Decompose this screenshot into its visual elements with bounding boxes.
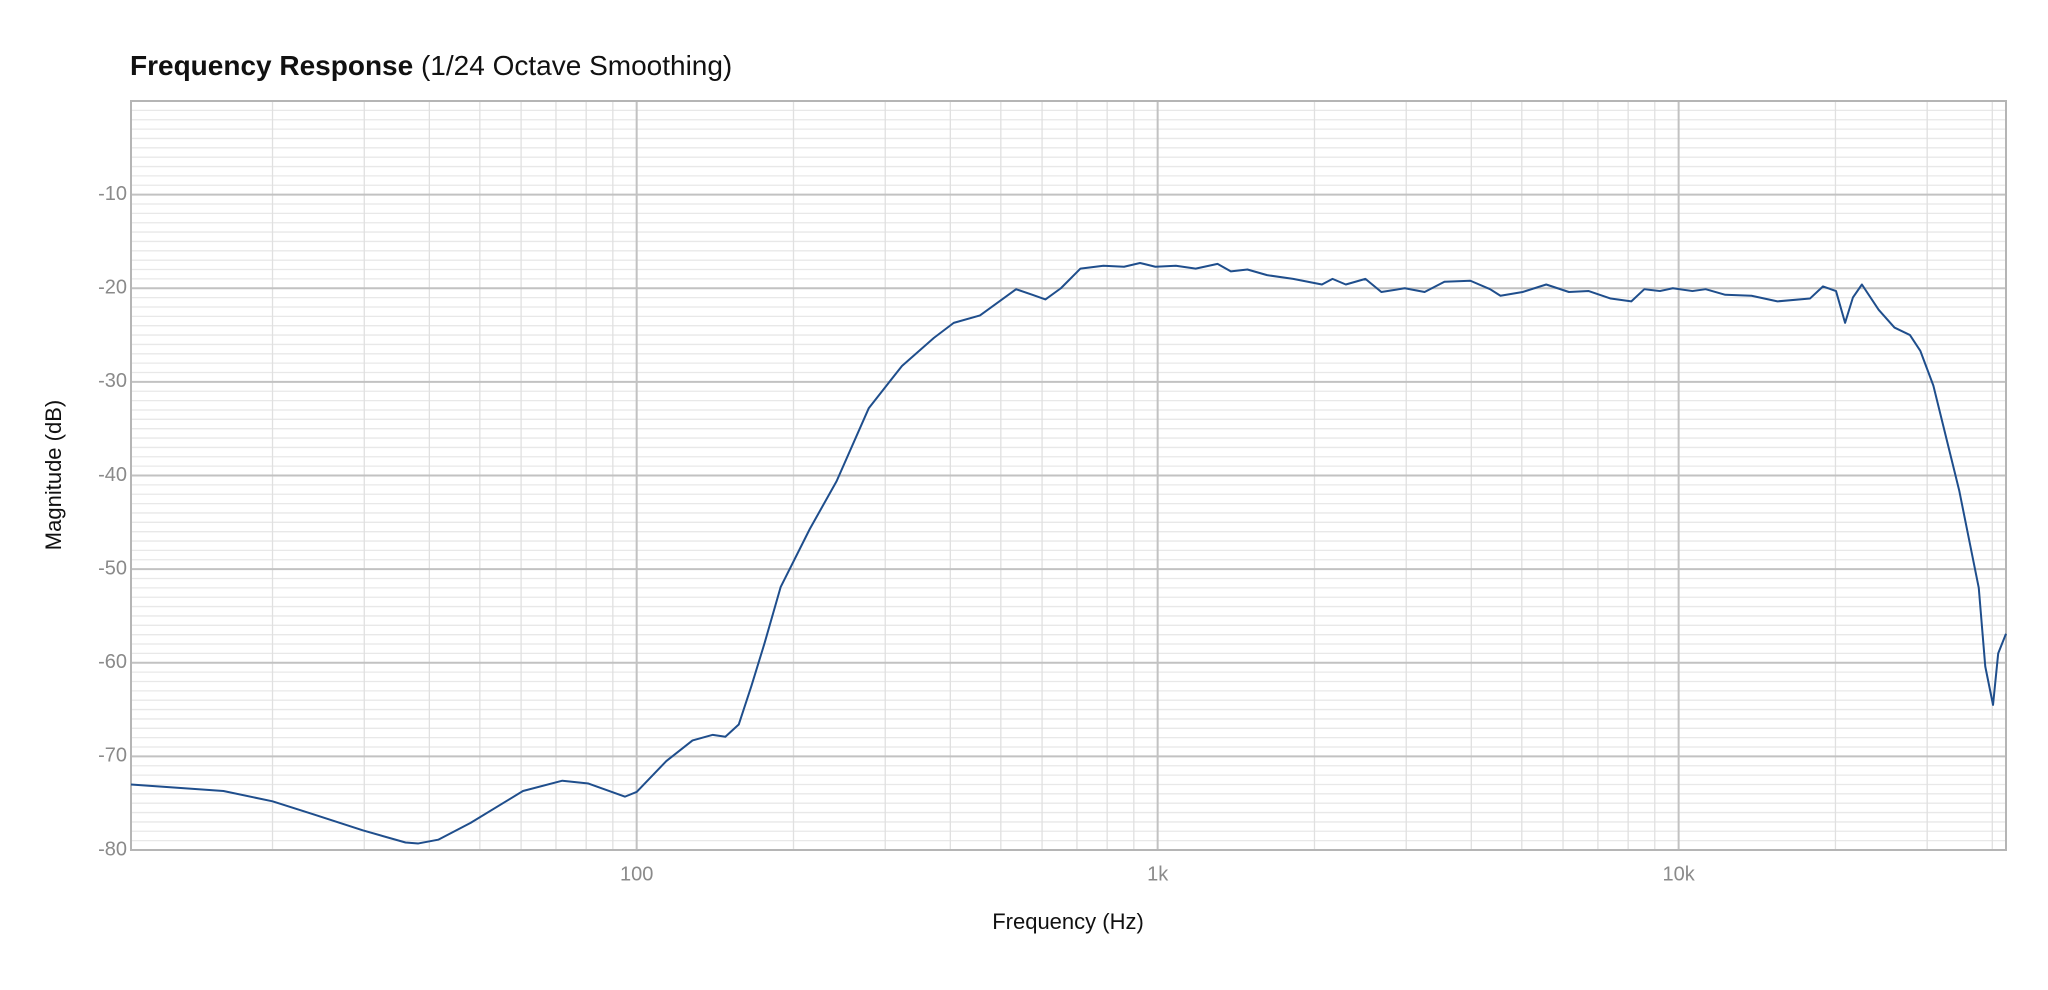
title: Frequency Response — [130, 50, 413, 81]
subtitle: (1/24 Octave Smoothing) — [421, 50, 732, 81]
y-tick-label: -20 — [98, 277, 127, 299]
y-tick-label: -10 — [98, 183, 127, 205]
y-tick-label: -30 — [98, 370, 127, 392]
y-tick-label: -50 — [98, 557, 127, 579]
chart-title: Frequency Response (1/24 Octave Smoothin… — [130, 50, 732, 81]
x-tick-label: 100 — [620, 863, 653, 885]
y-tick-label: -70 — [98, 745, 127, 767]
y-tick-label: -60 — [98, 651, 127, 673]
y-tick-label: -40 — [98, 464, 127, 486]
x-tick-label: 1k — [1147, 863, 1169, 885]
y-tick-label: -80 — [98, 838, 127, 860]
x-tick-label: 10k — [1662, 863, 1695, 885]
data-line — [130, 261, 2007, 845]
y-axis-label: Magnitude (dB) — [41, 400, 66, 550]
x-axis-label: Frequency (Hz) — [992, 909, 1144, 934]
plot-border — [130, 100, 2007, 851]
